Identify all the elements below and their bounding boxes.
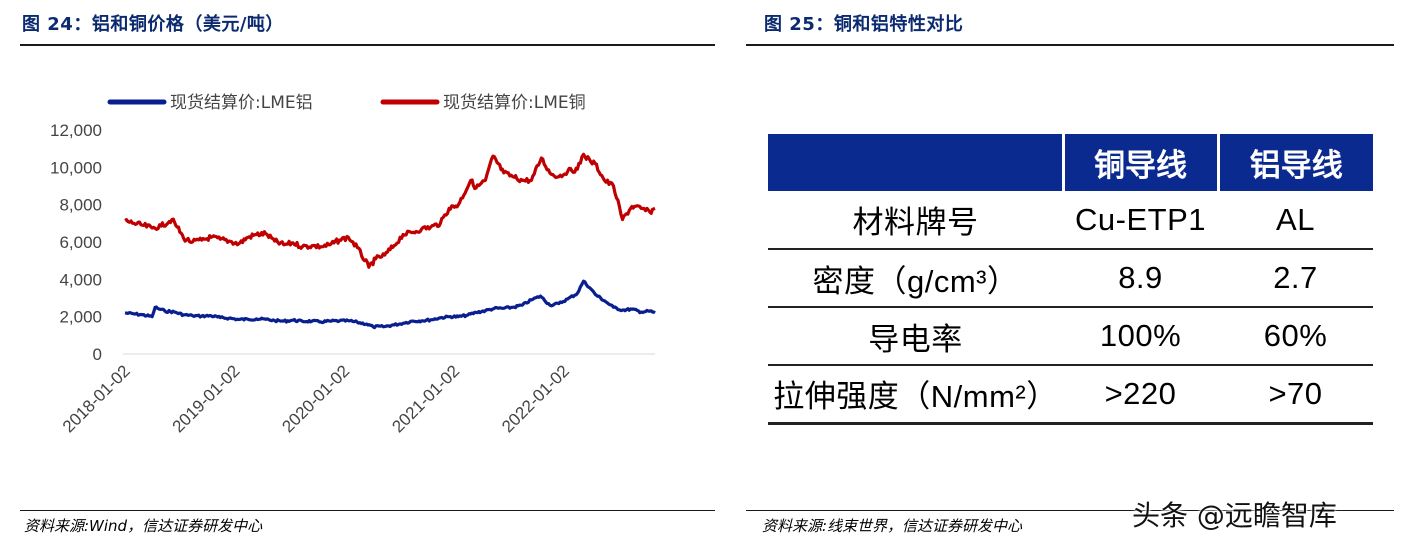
y-tick-label: 12,000 <box>50 121 102 140</box>
series-line-aluminum <box>124 279 656 330</box>
legend-label: 现货结算价:LME铝 <box>170 93 313 113</box>
series-line-copper <box>124 152 656 269</box>
legend-label: 现货结算价:LME铜 <box>443 93 586 113</box>
chart-legend: 现货结算价:LME铝 现货结算价:LME铜 <box>107 93 586 113</box>
x-tick-label: 2022-01-02 <box>498 361 573 436</box>
x-axis: 2018-01-02 2019-01-02 2020-01-02 2021-01-02… <box>59 353 655 436</box>
row-label: 导电率 <box>768 307 1063 366</box>
aluminum-value: >70 <box>1218 365 1373 425</box>
right-source-note: 资料来源:线束世界，信达证券研发中心 <box>762 517 1023 535</box>
price-line-chart: 现货结算价:LME铝 现货结算价:LME铜 0 2,000 4,000 6,000 8,0… <box>50 93 656 436</box>
row-label: 拉伸强度（N/mm²） <box>768 365 1063 425</box>
right-source-rule <box>746 510 1394 511</box>
left-source-rule <box>20 510 715 511</box>
table-row: 导电率 100% 60% <box>768 307 1373 366</box>
y-tick-label: 4,000 <box>59 270 102 289</box>
row-label: 密度（g/cm³） <box>768 249 1063 308</box>
left-source-note: 资料来源:Wind，信达证券研发中心 <box>24 517 263 535</box>
y-tick-label: 6,000 <box>59 233 102 252</box>
header-copper-wire: 铜导线 <box>1063 134 1220 191</box>
aluminum-value: 2.7 <box>1218 249 1373 308</box>
header-aluminum-wire: 铝导线 <box>1218 134 1373 191</box>
x-tick-label: 2018-01-02 <box>59 361 134 436</box>
right-title-rule <box>746 44 1394 46</box>
left-panel-title: 图 24：铝和铜价格（美元/吨） <box>22 14 284 35</box>
copper-value: 100% <box>1063 307 1218 366</box>
table-row: 拉伸强度（N/mm²） >220 >70 <box>768 365 1373 425</box>
copper-value: 8.9 <box>1063 249 1218 308</box>
y-axis: 0 2,000 4,000 6,000 8,000 10,000 12,000 <box>50 121 102 364</box>
y-tick-label: 2,000 <box>59 308 102 327</box>
right-panel-title: 图 25：铜和铝特性对比 <box>764 14 964 35</box>
plot-area <box>124 152 656 330</box>
table-row: 密度（g/cm³） 8.9 2.7 <box>768 249 1373 308</box>
y-tick-label: 0 <box>93 345 102 364</box>
table-header-row: 铜导线 铝导线 <box>768 134 1373 191</box>
aluminum-value: 60% <box>1218 307 1373 366</box>
row-label: 材料牌号 <box>768 191 1063 250</box>
left-title-rule <box>20 44 715 46</box>
x-tick-label: 2021-01-02 <box>388 361 463 436</box>
table-row: 材料牌号 Cu-ETP1 AL <box>768 191 1373 250</box>
property-comparison-table: 铜导线 铝导线 材料牌号 Cu-ETP1 AL 密度（g/cm³） 8.9 2.… <box>768 134 1373 425</box>
x-tick-label: 2019-01-02 <box>169 361 244 436</box>
y-tick-label: 10,000 <box>50 158 102 177</box>
copper-value: Cu-ETP1 <box>1063 191 1218 250</box>
copper-value: >220 <box>1063 365 1218 425</box>
x-tick-label: 2020-01-02 <box>278 361 353 436</box>
y-tick-label: 8,000 <box>59 196 102 215</box>
header-blank <box>768 134 1065 191</box>
watermark-text: 头条 @远瞻智库 <box>1132 499 1337 532</box>
aluminum-value: AL <box>1218 191 1373 250</box>
